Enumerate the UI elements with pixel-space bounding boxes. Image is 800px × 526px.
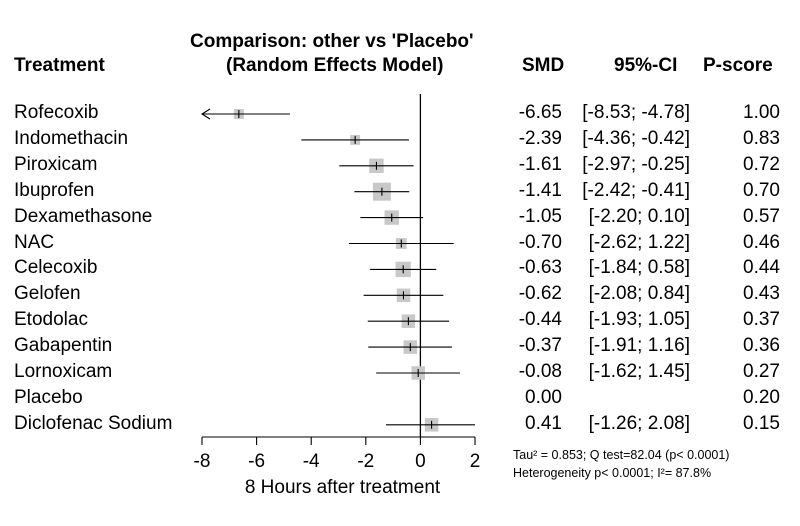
smd-value-nac: -0.70 <box>518 231 562 253</box>
ci-value-rofecoxib: [-8.53; -4.78] <box>582 102 690 123</box>
chart-title-line1: Comparison: other vs 'Placebo' <box>190 31 474 52</box>
pscore-value-placebo: 0.20 <box>743 386 780 408</box>
smd-value-rofecoxib: -6.65 <box>518 102 562 123</box>
ci-value-nac: [-2.62; 1.22] <box>588 231 690 253</box>
ci-value-celecoxib: [-1.84; 0.58] <box>588 257 690 279</box>
pscore-value-celecoxib: 0.44 <box>743 257 780 279</box>
heterogeneity-footnote-2: Heterogeneity p< 0.0001; I²= 87.8% <box>513 466 712 480</box>
treatment-label-piroxicam: Piroxicam <box>14 153 98 175</box>
treatment-label-nac: NAC <box>14 231 55 253</box>
ci-value-indomethacin: [-4.36; -0.42] <box>582 127 690 149</box>
pscore-value-diclofenac-sodium: 0.15 <box>743 412 780 434</box>
x-tick-label: -2 <box>357 451 374 472</box>
treatment-column-header: Treatment <box>14 55 105 76</box>
smd-value-gabapentin: -0.37 <box>518 335 562 357</box>
x-tick-label: 2 <box>470 451 481 472</box>
treatment-label-gelofen: Gelofen <box>14 283 81 305</box>
chart-title-line2: (Random Effects Model) <box>226 55 444 76</box>
x-tick-label: 0 <box>415 451 426 472</box>
treatment-label-ibuprofen: Ibuprofen <box>14 179 95 201</box>
treatment-label-etodolac: Etodolac <box>14 309 88 331</box>
treatment-label-gabapentin: Gabapentin <box>14 335 113 357</box>
pscore-value-nac: 0.46 <box>743 231 780 253</box>
ci-value-ibuprofen: [-2.42; -0.41] <box>582 179 690 201</box>
x-axis-label: 8 Hours after treatment <box>245 477 441 498</box>
ci-value-etodolac: [-1.93; 1.05] <box>588 309 690 331</box>
ci-arrow-rofecoxib <box>200 108 211 120</box>
smd-value-placebo: 0.00 <box>525 386 562 408</box>
smd-column-header: SMD <box>522 55 565 76</box>
pscore-value-gelofen: 0.43 <box>743 283 780 305</box>
x-tick-label: -8 <box>194 451 211 472</box>
pscore-value-ibuprofen: 0.70 <box>743 179 780 201</box>
pscore-value-gabapentin: 0.36 <box>743 335 780 357</box>
ci-value-diclofenac-sodium: [-1.26; 2.08] <box>588 412 690 434</box>
pscore-value-etodolac: 0.37 <box>743 309 780 331</box>
pscore-value-dexamethasone: 0.57 <box>743 205 780 227</box>
pscore-column-header: P-score <box>703 55 773 76</box>
ci-value-piroxicam: [-2.97; -0.25] <box>582 153 690 175</box>
treatment-label-indomethacin: Indomethacin <box>14 127 129 149</box>
x-tick-label: -6 <box>248 451 265 472</box>
treatment-label-dexamethasone: Dexamethasone <box>14 205 153 227</box>
ci-value-lornoxicam: [-1.62; 1.45] <box>588 361 690 382</box>
pscore-value-lornoxicam: 0.27 <box>743 361 780 382</box>
pscore-value-rofecoxib: 1.00 <box>743 102 780 123</box>
smd-value-diclofenac-sodium: 0.41 <box>525 412 562 434</box>
treatment-label-celecoxib: Celecoxib <box>14 257 98 279</box>
smd-value-celecoxib: -0.63 <box>518 257 562 279</box>
treatment-label-placebo: Placebo <box>14 386 83 408</box>
treatment-label-rofecoxib: Rofecoxib <box>14 102 99 123</box>
pscore-value-piroxicam: 0.72 <box>743 153 780 175</box>
pscore-value-indomethacin: 0.83 <box>743 127 780 149</box>
smd-value-ibuprofen: -1.41 <box>518 179 562 201</box>
smd-value-etodolac: -0.44 <box>518 309 562 331</box>
ci-value-dexamethasone: [-2.20; 0.10] <box>588 205 690 227</box>
smd-value-lornoxicam: -0.08 <box>518 361 562 382</box>
ci-value-gelofen: [-2.08; 0.84] <box>588 283 690 305</box>
x-tick-label: -4 <box>303 451 320 472</box>
smd-value-indomethacin: -2.39 <box>518 127 562 149</box>
smd-value-gelofen: -0.62 <box>518 283 562 305</box>
smd-value-dexamethasone: -1.05 <box>518 205 562 227</box>
ci-column-header: 95%-CI <box>614 55 678 76</box>
ci-value-gabapentin: [-1.91; 1.16] <box>588 335 690 357</box>
treatment-label-lornoxicam: Lornoxicam <box>14 361 113 382</box>
treatment-label-diclofenac-sodium: Diclofenac Sodium <box>14 412 173 434</box>
heterogeneity-footnote-1: Tau² = 0.853; Q test=82.04 (p< 0.0001) <box>513 448 730 462</box>
smd-value-piroxicam: -1.61 <box>518 153 562 175</box>
